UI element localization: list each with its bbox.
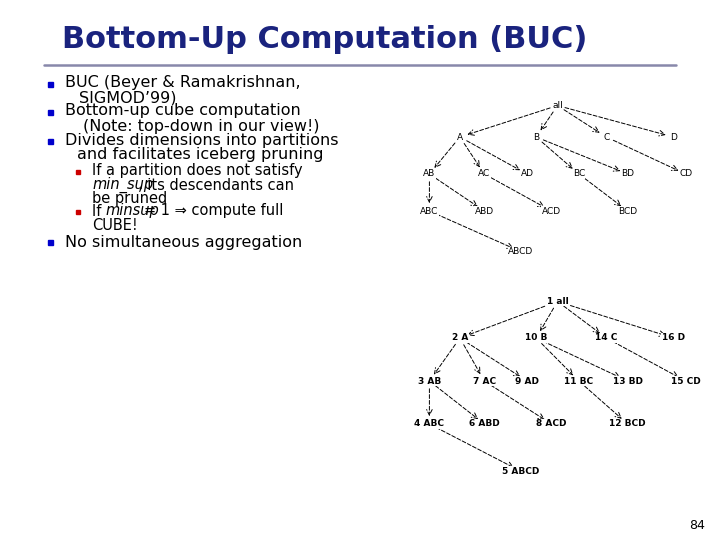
Text: Bottom-up cube computation: Bottom-up cube computation <box>65 104 301 118</box>
Text: minsup: minsup <box>105 204 158 219</box>
Text: BCD: BCD <box>618 206 637 215</box>
Text: D: D <box>670 132 677 141</box>
Bar <box>76 170 80 174</box>
Text: 5 ABCD: 5 ABCD <box>503 467 539 476</box>
Text: 7 AC: 7 AC <box>473 376 496 386</box>
Text: and facilitates iceberg pruning: and facilitates iceberg pruning <box>77 147 323 163</box>
Text: ABCD: ABCD <box>508 247 534 256</box>
Text: If: If <box>92 204 106 219</box>
Text: BC: BC <box>572 170 585 179</box>
Text: 11 BC: 11 BC <box>564 376 593 386</box>
Text: AC: AC <box>478 170 490 179</box>
Text: 3 AB: 3 AB <box>418 376 441 386</box>
Text: 12 BCD: 12 BCD <box>609 420 646 429</box>
Text: ABD: ABD <box>474 206 494 215</box>
Text: AB: AB <box>423 170 436 179</box>
Text: If a partition does not satisfy: If a partition does not satisfy <box>92 164 302 179</box>
Text: = 1 ⇒ compute full: = 1 ⇒ compute full <box>144 204 284 219</box>
Text: 1 all: 1 all <box>546 297 568 306</box>
Bar <box>76 210 80 214</box>
Text: , its descendants can: , its descendants can <box>138 178 294 192</box>
Text: BUC (Beyer & Ramakrishnan,: BUC (Beyer & Ramakrishnan, <box>65 76 301 91</box>
Text: 4 ABC: 4 ABC <box>415 420 444 429</box>
Text: CUBE!: CUBE! <box>92 219 138 233</box>
Bar <box>48 240 53 245</box>
Text: (Note: top-down in our view!): (Note: top-down in our view!) <box>83 118 320 133</box>
Text: Divides dimensions into partitions: Divides dimensions into partitions <box>65 132 338 147</box>
Text: AD: AD <box>521 170 534 179</box>
Text: ABC: ABC <box>420 206 438 215</box>
Text: min_sup: min_sup <box>92 177 153 193</box>
Text: CD: CD <box>679 170 692 179</box>
Text: 10 B: 10 B <box>525 334 547 342</box>
Text: be pruned: be pruned <box>92 192 167 206</box>
Bar <box>48 110 53 114</box>
Text: 2 A: 2 A <box>451 334 468 342</box>
Text: 13 BD: 13 BD <box>613 376 643 386</box>
Bar <box>48 138 53 144</box>
Text: Bottom-Up Computation (BUC): Bottom-Up Computation (BUC) <box>62 25 588 54</box>
Text: 84: 84 <box>689 519 705 532</box>
Text: 15 CD: 15 CD <box>671 376 701 386</box>
Text: A: A <box>456 132 463 141</box>
Text: all: all <box>552 101 563 110</box>
Text: BD: BD <box>621 170 634 179</box>
Text: SIGMOD’99): SIGMOD’99) <box>79 91 176 105</box>
Text: 9 AD: 9 AD <box>515 376 539 386</box>
Text: C: C <box>603 132 609 141</box>
Text: 6 ABD: 6 ABD <box>469 420 500 429</box>
Text: ACD: ACD <box>542 206 561 215</box>
Text: 14 C: 14 C <box>595 334 618 342</box>
Text: No simultaneous aggregation: No simultaneous aggregation <box>65 234 302 249</box>
Text: 16 D: 16 D <box>662 334 685 342</box>
Bar <box>48 82 53 86</box>
Text: B: B <box>533 132 539 141</box>
Text: 8 ACD: 8 ACD <box>536 420 567 429</box>
